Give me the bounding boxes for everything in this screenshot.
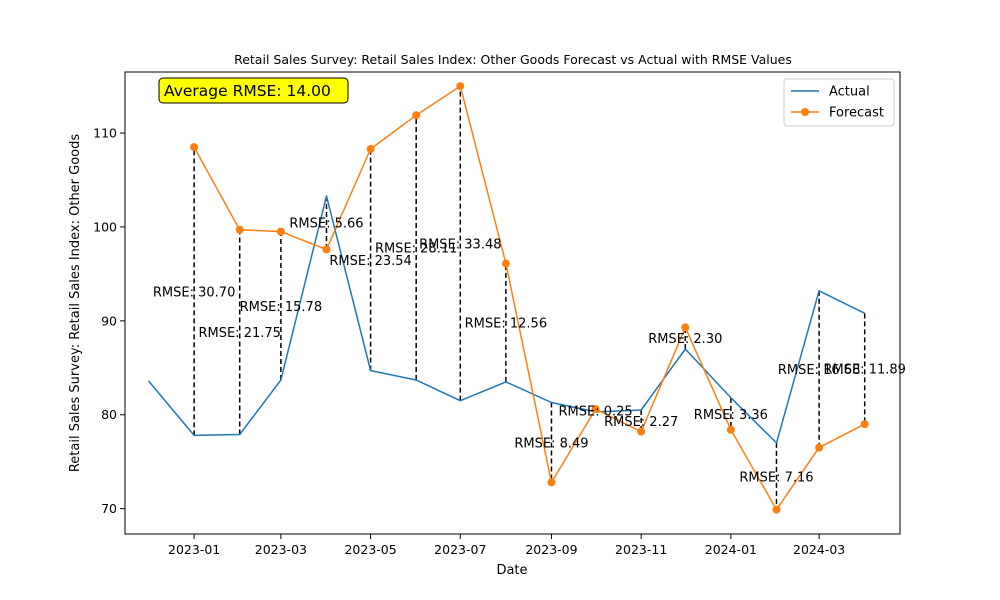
y-tick-label: 70 (101, 501, 117, 516)
legend-label-forecast: Forecast (829, 106, 884, 121)
forecast-point (815, 443, 824, 452)
x-tick-label: 2024-01 (705, 542, 757, 557)
average-rmse-box (158, 77, 349, 104)
y-axis-label: Retail Sales Survey: Retail Sales Index:… (68, 134, 83, 473)
forecast-point (637, 427, 646, 436)
forecast-point (681, 323, 690, 332)
forecast-point (366, 145, 375, 153)
forecast-point (501, 259, 510, 268)
plot-area: RMSE: 30.70 RMSE: 21.75 RMSE: 15.78 RMSE: 5… (147, 82, 906, 514)
series-line-forecast (193, 85, 866, 511)
rmse-label: RMSE: 23.54 (329, 254, 411, 269)
rmse-label: RMSE: 5.66 (289, 217, 363, 232)
rmse-label: RMSE: 15.78 (240, 300, 322, 315)
forecast-point (190, 143, 199, 152)
forecast-point (860, 420, 869, 429)
rmse-label: RMSE: 12.56 (465, 317, 547, 332)
forecast-point (412, 111, 421, 120)
x-tick-label: 2024-03 (793, 542, 845, 557)
rmse-label: RMSE: 21.75 (198, 326, 280, 341)
x-tick-label: 2023-11 (615, 542, 667, 557)
forecast-point (772, 505, 781, 514)
x-axis: 2023-01 2023-03 2023-05 2023-07 2023-09 2023-… (168, 534, 845, 557)
x-tick-label: 2023-07 (434, 542, 486, 557)
forecast-point (235, 225, 244, 234)
forecast-point (322, 245, 331, 254)
rmse-label: RMSE: 3.36 (694, 408, 768, 423)
rmse-label: RMSE: 30.70 (153, 285, 235, 300)
rmse-label: RMSE: 7.16 (739, 470, 813, 485)
rmse-label: RMSE: 16.68 (778, 363, 860, 378)
rmse-label: RMSE: 2.27 (604, 415, 678, 430)
y-tick-label: 100 (93, 219, 117, 234)
x-tick-label: 2023-03 (255, 542, 307, 557)
x-axis-label: Date (496, 563, 527, 578)
series-line-actual (147, 195, 866, 444)
rmse-label: RMSE: 0.25 (558, 405, 632, 420)
average-rmse-text: Average RMSE: 14.00 (164, 82, 331, 100)
forecast-point (547, 478, 556, 487)
y-tick-label: 110 (93, 126, 117, 141)
forecast-point (591, 405, 600, 414)
rmse-label: RMSE: 11.89 (823, 363, 905, 378)
legend: Actual Forecast (783, 78, 895, 127)
average-rmse-annotation: Average RMSE: 14.00 (158, 77, 349, 104)
rmse-label: RMSE: 33.48 (419, 237, 501, 252)
legend-marker-forecast (801, 108, 809, 116)
rmse-label: RMSE: 8.49 (514, 436, 588, 451)
x-tick-label: 2023-01 (168, 542, 220, 557)
chart-title: Retail Sales Survey: Retail Sales Index:… (234, 52, 792, 67)
y-tick-label: 90 (101, 313, 117, 328)
forecast-point (456, 82, 465, 91)
legend-label-actual: Actual (829, 85, 870, 100)
y-axis: 70 80 90 100 110 (93, 126, 125, 516)
rmse-label: RMSE: 28.11 (375, 242, 457, 257)
x-tick-label: 2023-09 (525, 542, 577, 557)
forecast-point (276, 227, 285, 236)
forecast-point (726, 425, 735, 434)
y-tick-label: 80 (101, 407, 117, 422)
rmse-label: RMSE: 2.30 (648, 332, 722, 347)
x-tick-label: 2023-05 (344, 542, 396, 557)
plot-frame (124, 71, 901, 535)
